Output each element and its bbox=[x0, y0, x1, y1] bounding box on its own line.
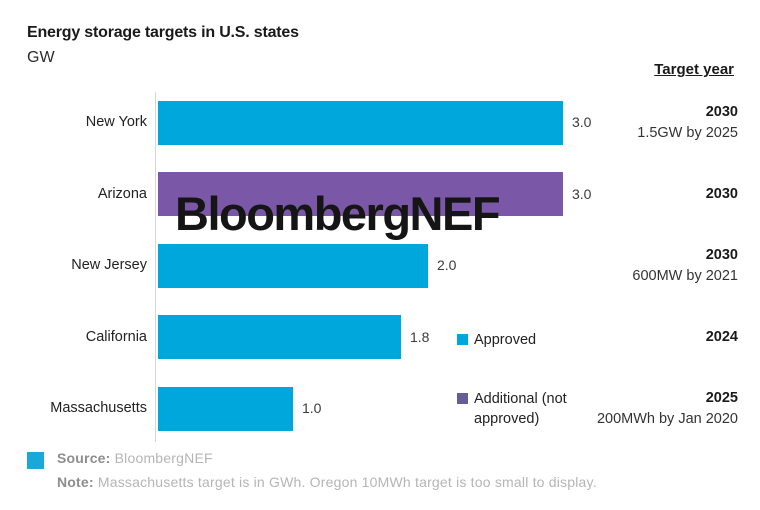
note-line: Note: Massachusetts target is in GWh. Or… bbox=[57, 474, 597, 490]
category-label-california: California bbox=[85, 329, 147, 345]
category-label-new-york: New York bbox=[85, 114, 147, 130]
target-year-value: 2030 bbox=[705, 104, 738, 120]
target-year-note: 600MW by 2021 bbox=[632, 268, 738, 284]
bar-massachusetts[interactable] bbox=[158, 387, 293, 431]
source-value: BloombergNEF bbox=[114, 450, 213, 466]
y-axis-line bbox=[155, 92, 156, 442]
bar-value-label: 2.0 bbox=[437, 257, 457, 273]
target-year-value: 2024 bbox=[705, 329, 738, 345]
target-year-cell: 2030 600MW by 2021 bbox=[518, 245, 738, 287]
legend-item-additional: Additional (not approved) bbox=[457, 389, 592, 429]
legend-label: Additional (not approved) bbox=[474, 391, 567, 427]
target-year-header: Target year bbox=[654, 61, 734, 78]
bnef-logo-mark-icon bbox=[27, 452, 44, 469]
target-year-value: 2030 bbox=[705, 186, 738, 202]
bar-value-label: 3.0 bbox=[572, 114, 592, 130]
target-year-cell: 2030 1.5GW by 2025 bbox=[518, 102, 738, 144]
target-year-cell: 2025 200MWh by Jan 2020 bbox=[518, 388, 738, 430]
legend-swatch-additional-icon bbox=[457, 393, 468, 404]
category-label-massachusetts: Massachusetts bbox=[50, 400, 147, 416]
category-label-arizona: Arizona bbox=[97, 186, 147, 202]
target-year-cell: 2024 bbox=[518, 327, 738, 348]
bar-new-jersey[interactable] bbox=[158, 244, 428, 288]
legend-swatch-approved-icon bbox=[457, 334, 468, 345]
chart-title: Energy storage targets in U.S. states bbox=[27, 24, 299, 41]
note-label: Note: bbox=[57, 474, 98, 490]
bloombergnef-watermark: BloombergNEF bbox=[175, 187, 501, 240]
bar-value-label: 3.0 bbox=[572, 186, 592, 202]
bar-value-label: 1.8 bbox=[410, 329, 430, 345]
bar-new-york[interactable] bbox=[158, 101, 563, 145]
legend-label: Approved bbox=[474, 332, 537, 348]
legend-item-approved: Approved bbox=[457, 330, 536, 350]
source-line: Source: BloombergNEF bbox=[57, 450, 213, 466]
source-label: Source: bbox=[57, 450, 115, 466]
bar-california[interactable] bbox=[158, 315, 401, 359]
target-year-value: 2025 bbox=[705, 390, 738, 406]
note-value: Massachusetts target is in GWh. Oregon 1… bbox=[97, 474, 597, 490]
target-year-note: 200MWh by Jan 2020 bbox=[596, 411, 738, 427]
target-year-cell: 2030 bbox=[518, 184, 738, 205]
target-year-note: 1.5GW by 2025 bbox=[637, 125, 738, 141]
axis-unit-label: GW bbox=[27, 49, 55, 66]
category-label-new-jersey: New Jersey bbox=[71, 257, 147, 273]
bar-value-label: 1.0 bbox=[302, 400, 322, 416]
target-year-value: 2030 bbox=[705, 247, 738, 263]
bar-arizona[interactable] bbox=[158, 172, 563, 216]
